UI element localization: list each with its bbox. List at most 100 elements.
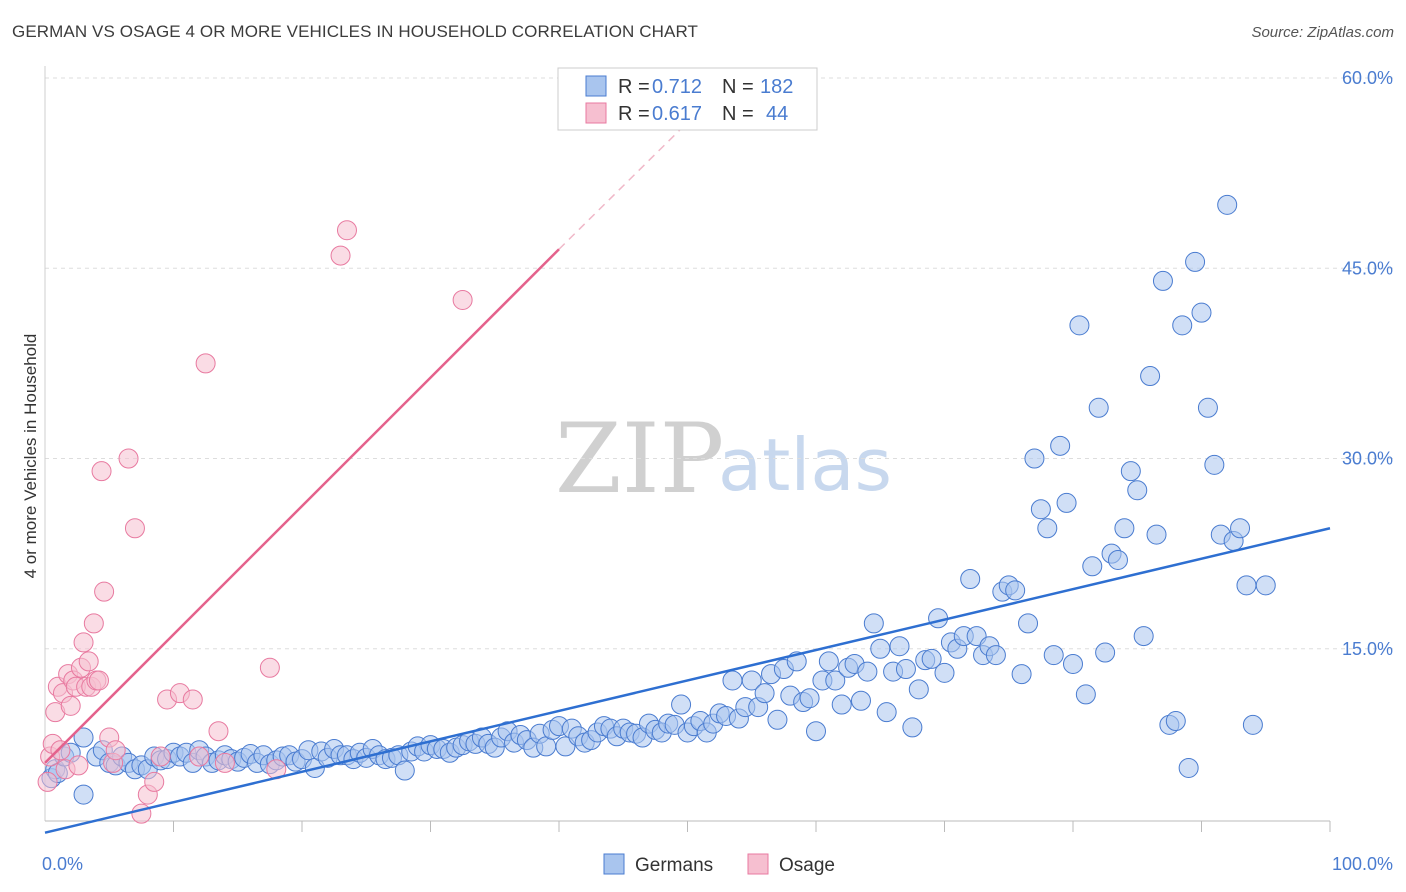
osage-point-32 bbox=[182, 689, 203, 710]
germans-point-153 bbox=[1024, 448, 1045, 469]
grid bbox=[45, 77, 1395, 650]
germans-point-166 bbox=[1107, 549, 1128, 570]
germans-point-126 bbox=[850, 690, 871, 711]
germans-point-123 bbox=[831, 694, 852, 715]
germans-point-55 bbox=[394, 760, 415, 781]
germans-point-159 bbox=[1063, 653, 1083, 674]
germans-point-122 bbox=[825, 670, 846, 691]
osage-point-40 bbox=[336, 220, 357, 241]
legend-r-value-osage: 0.617 bbox=[652, 103, 702, 125]
legend: R = 0.712 N = 182 R = 0.617 N = 44 bbox=[557, 67, 818, 131]
osage-trend-line bbox=[44, 248, 560, 764]
germans-point-162 bbox=[1082, 556, 1103, 577]
germans-point-106 bbox=[722, 670, 743, 691]
legend-r-label-germans: R = bbox=[618, 76, 650, 98]
y-tick-label-0: 15.0% bbox=[1342, 639, 1393, 659]
germans-point-127 bbox=[857, 661, 878, 682]
osage-point-41 bbox=[452, 289, 473, 310]
germans-point-169 bbox=[1127, 480, 1148, 501]
osage-point-43 bbox=[150, 746, 171, 767]
y-tick-label-2: 45.0% bbox=[1342, 258, 1393, 278]
bottom-legend-swatch-germans bbox=[603, 853, 625, 875]
bottom-legend-osage: Osage bbox=[779, 855, 835, 876]
osage-points bbox=[37, 220, 473, 824]
legend-r-label-osage: R = bbox=[618, 103, 650, 125]
osage-point-14 bbox=[73, 632, 94, 653]
watermark-atlas: atlas bbox=[718, 423, 892, 507]
osage-point-21 bbox=[91, 461, 112, 482]
germans-point-147 bbox=[985, 645, 1006, 666]
y-tick-labels: 15.0% 30.0% 45.0% 60.0% bbox=[1342, 68, 1393, 659]
germans-point-176 bbox=[1172, 315, 1193, 336]
germans-point-186 bbox=[1236, 575, 1257, 596]
germans-point-139 bbox=[934, 662, 955, 683]
chart-source: Source: ZipAtlas.com bbox=[1251, 24, 1394, 41]
y-tick-label-3: 60.0% bbox=[1342, 68, 1393, 88]
germans-point-183 bbox=[1217, 194, 1238, 215]
germans-point-5 bbox=[73, 727, 94, 748]
germans-point-157 bbox=[1050, 435, 1071, 456]
bottom-legend: Germans Osage bbox=[603, 853, 835, 876]
germans-point-187 bbox=[1242, 714, 1263, 735]
germans-point-178 bbox=[1185, 251, 1206, 272]
germans-trend-line bbox=[44, 527, 1331, 834]
osage-point-16 bbox=[78, 651, 99, 672]
germans-point-173 bbox=[1152, 270, 1173, 291]
germans-point-177 bbox=[1178, 757, 1199, 778]
germans-point-134 bbox=[902, 717, 923, 738]
germans-point-175 bbox=[1165, 711, 1186, 732]
legend-swatch-osage bbox=[585, 102, 607, 124]
germans-point-164 bbox=[1095, 642, 1116, 663]
legend-n-label-germans: N = bbox=[722, 76, 754, 98]
germans-point-128 bbox=[863, 613, 884, 634]
germans-point-171 bbox=[1140, 366, 1161, 387]
germans-point-130 bbox=[876, 702, 897, 723]
germans-point-185 bbox=[1230, 518, 1251, 539]
y-axis-title: 4 or more Vehicles in Household bbox=[21, 334, 40, 579]
x-tick-label-min: 0.0% bbox=[42, 854, 83, 874]
germans-point-133 bbox=[895, 659, 916, 680]
germans-point-129 bbox=[870, 638, 891, 659]
germans-point-98 bbox=[671, 694, 692, 715]
germans-point-156 bbox=[1043, 645, 1064, 666]
osage-point-0 bbox=[37, 771, 58, 792]
germans-point-181 bbox=[1204, 454, 1225, 475]
germans-point-135 bbox=[908, 679, 929, 700]
osage-trend-extension bbox=[558, 121, 689, 250]
trend-lines bbox=[44, 121, 1331, 834]
osage-point-26 bbox=[124, 518, 145, 539]
osage-point-37 bbox=[259, 657, 280, 678]
x-ticks bbox=[173, 821, 1331, 832]
germans-point-163 bbox=[1088, 397, 1109, 418]
germans-point-137 bbox=[921, 648, 942, 669]
germans-point-188 bbox=[1255, 575, 1276, 596]
legend-n-label-osage: N = bbox=[722, 103, 754, 125]
osage-point-20 bbox=[88, 670, 109, 691]
germans-point-161 bbox=[1075, 684, 1096, 705]
x-tick-label-max: 100.0% bbox=[1332, 854, 1393, 874]
germans-point-172 bbox=[1146, 524, 1167, 545]
osage-point-42 bbox=[105, 740, 126, 761]
germans-point-170 bbox=[1133, 626, 1154, 647]
osage-point-25 bbox=[118, 448, 139, 469]
germans-point-155 bbox=[1037, 518, 1058, 539]
germans-point-6 bbox=[73, 784, 94, 805]
germans-points bbox=[41, 194, 1276, 805]
osage-point-29 bbox=[144, 771, 165, 792]
germans-point-109 bbox=[741, 670, 762, 691]
germans-point-180 bbox=[1197, 397, 1218, 418]
germans-point-150 bbox=[1005, 580, 1026, 601]
germans-point-160 bbox=[1069, 315, 1090, 336]
chart-title: GERMAN VS OSAGE 4 OR MORE VEHICLES IN HO… bbox=[12, 22, 698, 41]
bottom-legend-germans: Germans bbox=[635, 855, 713, 876]
germans-point-168 bbox=[1120, 461, 1141, 482]
germans-point-132 bbox=[889, 636, 910, 657]
germans-point-179 bbox=[1191, 302, 1212, 323]
osage-point-22 bbox=[94, 581, 115, 602]
osage-point-12 bbox=[68, 755, 89, 776]
germans-point-118 bbox=[799, 688, 820, 709]
legend-swatch-germans bbox=[585, 75, 607, 97]
osage-point-9 bbox=[60, 695, 81, 716]
osage-point-39 bbox=[330, 245, 351, 266]
